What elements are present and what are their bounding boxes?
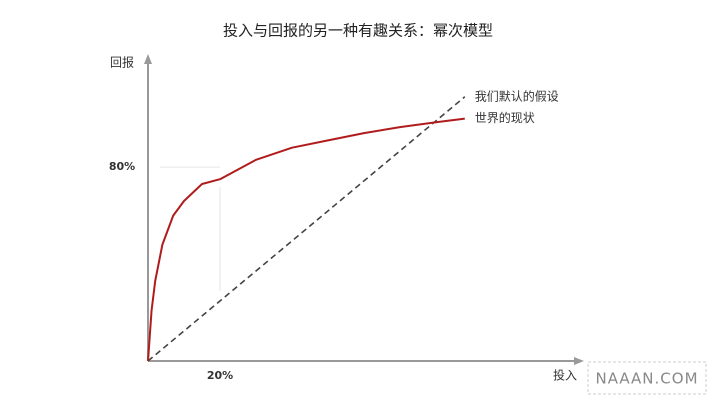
x-axis-label: 投入	[553, 368, 577, 383]
line-series	[147, 96, 466, 362]
y-axis-arrow	[144, 54, 152, 64]
y-tick-label: 80%	[109, 160, 135, 173]
watermark-box	[587, 361, 707, 395]
x-tick-label: 20%	[207, 369, 233, 382]
series-label: 我们默认的假设	[475, 88, 559, 103]
line-series	[147, 117, 465, 362]
chart-title: 投入与回报的另一种有趣关系：幂次模型	[223, 22, 493, 40]
x-axis-arrow	[574, 357, 584, 365]
y-axis-label: 回报	[110, 55, 134, 70]
series-label: 世界的现状	[475, 110, 535, 125]
watermark: NAAAN.COM	[595, 370, 698, 388]
